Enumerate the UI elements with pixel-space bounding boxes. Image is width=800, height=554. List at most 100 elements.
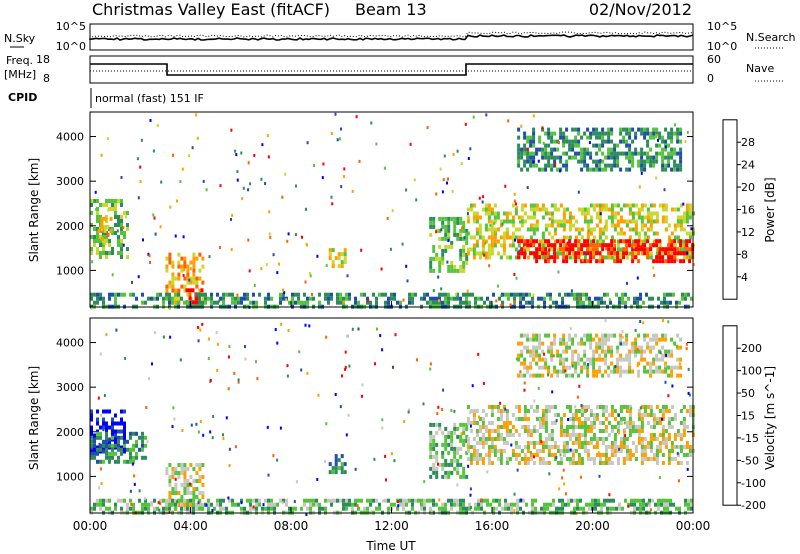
- heatmap-cell: [444, 236, 448, 241]
- heatmap-cell: [649, 441, 653, 445]
- heatmap-cell: [559, 433, 563, 437]
- heatmap-cell: [120, 498, 123, 503]
- heatmap-cell: [655, 239, 659, 244]
- heatmap-cell: [652, 425, 656, 429]
- heatmap-cell: [684, 140, 687, 143]
- heatmap-cell: [487, 219, 491, 224]
- heatmap-cell: [338, 137, 341, 141]
- heatmap-cell: [438, 268, 442, 273]
- heatmap-cell: [465, 260, 469, 265]
- heatmap-cell: [607, 127, 611, 132]
- heatmap-cell: [631, 259, 635, 264]
- heatmap-cell: [515, 276, 518, 280]
- heatmap-cell: [598, 421, 602, 425]
- heatmap-cell: [633, 502, 636, 507]
- heatmap-cell: [619, 231, 623, 236]
- heatmap-cell: [93, 437, 96, 442]
- heatmap-cell: [579, 300, 582, 305]
- heatmap-cell: [550, 211, 554, 216]
- heatmap-cell: [114, 421, 117, 426]
- heatmap-cell: [468, 300, 471, 305]
- heatmap-cell: [640, 461, 644, 465]
- heatmap-cell: [168, 252, 172, 257]
- heatmap-cell: [565, 247, 569, 252]
- heatmap-cell: [574, 433, 578, 437]
- heatmap-cell: [171, 280, 175, 285]
- heatmap-cell: [679, 421, 683, 425]
- heatmap-cell: [135, 455, 138, 460]
- heatmap-cell: [585, 292, 588, 297]
- heatmap-cell: [679, 433, 683, 437]
- heatmap-cell: [679, 345, 683, 350]
- heatmap-cell: [652, 357, 656, 362]
- heatmap-cell: [604, 341, 608, 346]
- heatmap-cell: [649, 349, 653, 354]
- heatmap-cell: [538, 135, 542, 140]
- heatmap-cell: [100, 224, 104, 229]
- heatmap-cell: [652, 437, 656, 441]
- heatmap-cell: [354, 502, 357, 507]
- heatmap-cell: [576, 395, 579, 399]
- heatmap-cell: [562, 453, 566, 457]
- heatmap-cell: [328, 256, 332, 261]
- heatmap-cell: [688, 255, 692, 260]
- heatmap-cell: [673, 223, 677, 228]
- heatmap-cell: [279, 426, 282, 430]
- heatmap-cell: [435, 256, 439, 261]
- heatmap-cell: [562, 251, 566, 256]
- heatmap-cell: [511, 413, 515, 417]
- heatmap-cell: [577, 421, 581, 425]
- heatmap-cell: [565, 235, 569, 240]
- heatmap-cell: [517, 461, 521, 465]
- heatmap-cell: [453, 498, 456, 503]
- heatmap-cell: [390, 502, 393, 507]
- heatmap-cell: [120, 247, 123, 251]
- heatmap-cell: [640, 155, 644, 160]
- heatmap-cell: [340, 466, 344, 471]
- heatmap-cell: [601, 437, 605, 441]
- heatmap-cell: [529, 223, 533, 228]
- heatmap-cell: [610, 163, 614, 168]
- heatmap-cell: [256, 377, 259, 381]
- heatmap-cell: [670, 365, 674, 370]
- heatmap-cell: [523, 151, 527, 156]
- heatmap-cell: [90, 449, 93, 454]
- heatmap-cell: [519, 300, 522, 305]
- heatmap-cell: [520, 251, 524, 256]
- heatmap-cell: [580, 441, 584, 445]
- heatmap-cell: [598, 215, 602, 220]
- heatmap-cell: [502, 247, 506, 252]
- heatmap-cell: [647, 501, 650, 505]
- heatmap-cell: [592, 227, 596, 232]
- heatmap-cell: [559, 425, 563, 429]
- heatmap-cell: [600, 506, 603, 511]
- heatmap-cell: [607, 139, 611, 144]
- heatmap-cell: [577, 441, 581, 445]
- heatmap-cell: [210, 292, 213, 297]
- heatmap-cell: [601, 421, 605, 425]
- heatmap-cell: [475, 215, 479, 220]
- heatmap-cell: [235, 153, 238, 157]
- heatmap-cell: [562, 243, 566, 248]
- heatmap-cell: [243, 296, 246, 301]
- heatmap-cell: [649, 159, 653, 164]
- heatmap-cell: [664, 127, 668, 132]
- heatmap-cell: [605, 247, 608, 251]
- heatmap-cell: [102, 498, 105, 503]
- heatmap-cell: [628, 131, 632, 136]
- heatmap-cell: [303, 300, 306, 305]
- heatmap-cell: [447, 224, 451, 229]
- heatmap-cell: [456, 236, 460, 241]
- heatmap-cell: [670, 349, 674, 354]
- heatmap-cell: [565, 365, 569, 370]
- heatmap-cell: [619, 219, 623, 224]
- heatmap-cell: [438, 264, 442, 269]
- heatmap-cell: [625, 247, 629, 252]
- heatmap-cell: [688, 259, 692, 264]
- heatmap-cell: [462, 248, 466, 253]
- heatmap-cell: [222, 506, 225, 511]
- heatmap-cell: [192, 467, 196, 471]
- heatmap-cell: [126, 459, 129, 464]
- heatmap-cell: [520, 151, 524, 156]
- heatmap-cell: [682, 421, 686, 425]
